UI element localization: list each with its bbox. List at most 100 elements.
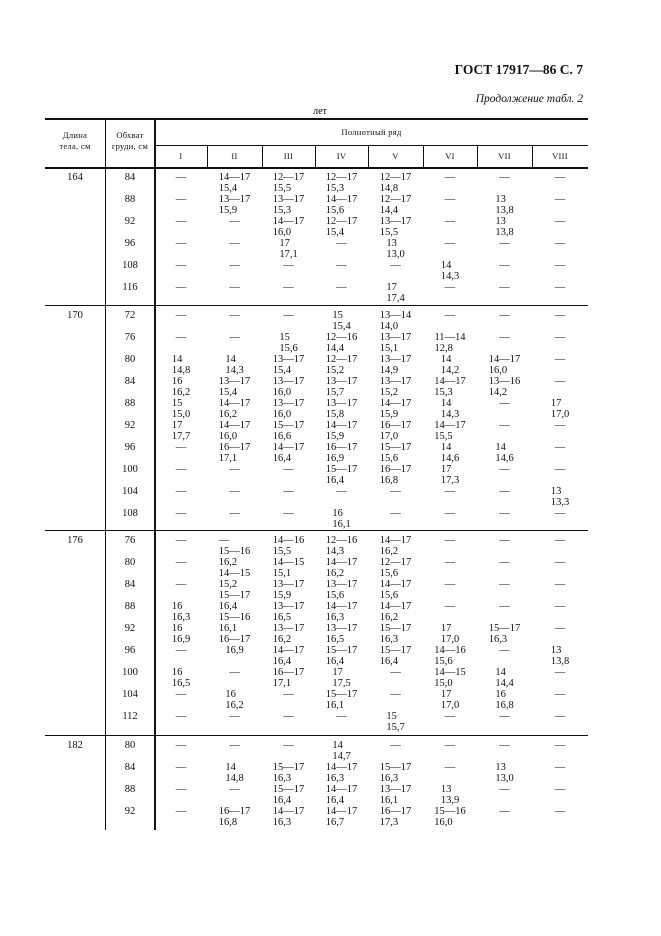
cell-range: —	[229, 464, 240, 475]
cell-values: 13—17 15,6	[326, 579, 358, 601]
cell-values: 15—17 15,6	[380, 442, 412, 464]
cell-value: 15,8	[325, 409, 345, 420]
chest-value: 84	[124, 172, 136, 183]
table-cell: —	[262, 689, 315, 700]
table-cell: —	[207, 282, 262, 293]
cell-values: 17 17,3	[441, 464, 459, 486]
table-cell: —	[423, 601, 477, 612]
table-cell: 13—16 14,2	[477, 376, 532, 398]
table-cell: 14—16 15,6	[423, 645, 477, 667]
header-roman-I: I	[179, 151, 183, 161]
cell-range: —	[283, 310, 294, 321]
cell-value: 15,5	[379, 227, 399, 238]
table-cell: 13—17 16,5	[315, 623, 368, 645]
cell-range: —	[499, 332, 510, 343]
cell-values: 13—17 15,2	[380, 376, 412, 398]
cell-range: —	[554, 216, 566, 227]
chest-value: 92	[124, 420, 136, 431]
cell-values: —	[445, 762, 456, 773]
cell-range: —	[554, 260, 566, 271]
cell-range: 14—17	[272, 442, 305, 453]
cell-values: 15 15,7	[386, 711, 404, 733]
cell-range: —	[175, 711, 187, 722]
cell-range: —	[499, 535, 510, 546]
cell-values: —	[283, 310, 294, 321]
cell-values: —	[499, 557, 510, 568]
table-cell: 14—17 16,3	[315, 762, 368, 784]
table-cell: 14—17 15,5	[423, 420, 477, 442]
cell-range: —	[444, 535, 456, 546]
table-cell: 13 13,0	[477, 762, 532, 784]
cell-values: —15—16	[219, 535, 251, 557]
cell-values: 13—17 16,1	[380, 784, 412, 806]
cell-values: —	[445, 216, 456, 227]
table-cell: —	[207, 508, 262, 519]
cell-values: —	[229, 310, 240, 321]
chest-value: 112	[122, 711, 138, 722]
table-cell: 13—17 15,4	[207, 376, 262, 398]
header-length: Длина тела, см	[45, 130, 105, 152]
cell-values: 14—17 16,2	[380, 535, 412, 557]
cell-range: —	[444, 194, 456, 205]
cell-values: —	[555, 172, 566, 183]
cell-value: 16—17	[218, 634, 251, 645]
cell-values: —	[499, 260, 510, 271]
cell-range: —	[444, 216, 456, 227]
cell-values: 17 17,4	[386, 282, 404, 304]
header-line: тела, см	[59, 141, 91, 151]
cell-values: —	[229, 282, 240, 293]
cell-range: 17	[332, 667, 343, 678]
table-cell: —	[532, 332, 588, 343]
table-cell: —	[532, 260, 588, 271]
table-cell: 15—17 16,4	[315, 645, 368, 667]
cell-values: 15 15,4	[332, 310, 350, 332]
cell-range: 14	[171, 354, 183, 365]
table-cell: 14 14,6	[423, 442, 477, 464]
cell-range: 14	[225, 354, 236, 365]
cell-range: 16—17	[272, 667, 305, 678]
table-cell: —	[155, 442, 207, 453]
table-cell: —	[423, 282, 477, 293]
cell-values: 14—17 15,5	[434, 420, 466, 442]
cell-range: 16	[225, 689, 236, 700]
cell-value: 15,4	[218, 183, 238, 194]
cell-value: 16,4	[325, 656, 345, 667]
cell-values: 13—17 15,3	[273, 194, 305, 216]
cell-range: —	[336, 260, 347, 271]
table-cell: —	[207, 332, 262, 343]
cell-values: 16 16,8	[495, 689, 513, 711]
table-cell: —	[368, 260, 423, 271]
chest-value: 76	[124, 332, 136, 343]
cell-range: —	[175, 579, 187, 590]
table-cell: —	[477, 332, 532, 343]
cell-range: 15—16	[434, 806, 466, 817]
table-cell: 16—17 17,0	[368, 420, 423, 442]
table-cell: 17 17,1	[262, 238, 315, 260]
chest-value: 96	[124, 442, 136, 453]
table-cell: 17 17,7	[155, 420, 207, 442]
cell-values: 13 13,8	[495, 194, 513, 216]
cell-range: —	[218, 535, 230, 546]
cell-range: —	[175, 310, 187, 321]
cell-values: 12—17 15,2	[326, 354, 358, 376]
cell-range: 13—17	[379, 354, 412, 365]
table-cell: —	[155, 172, 207, 183]
header-fullness-group: Полнотный ряд	[341, 127, 402, 137]
table-cell: 13—17 15,3	[262, 194, 315, 216]
cell-range: —	[175, 740, 187, 751]
cell-values: —	[445, 238, 456, 249]
table-cell: 16—17 17,1	[207, 442, 262, 464]
cell-range: 13—17	[272, 623, 305, 634]
cell-value: 14,6	[440, 453, 460, 464]
cell-values: —	[390, 740, 401, 751]
table-cell: 13—17 16,1	[368, 784, 423, 806]
table-cell: —	[423, 508, 477, 519]
cell-values: 14—17 16,4	[326, 784, 358, 806]
chest-value: 116	[122, 282, 138, 293]
cell-values: 14 14,6	[495, 442, 513, 464]
cell-value: 14,3	[325, 546, 345, 557]
cell-values: 15—17 16,4	[380, 645, 412, 667]
cell-values: 15—17 16,3	[380, 762, 412, 784]
cell-range: —	[554, 332, 566, 343]
cell-range: 13—17	[325, 398, 358, 409]
